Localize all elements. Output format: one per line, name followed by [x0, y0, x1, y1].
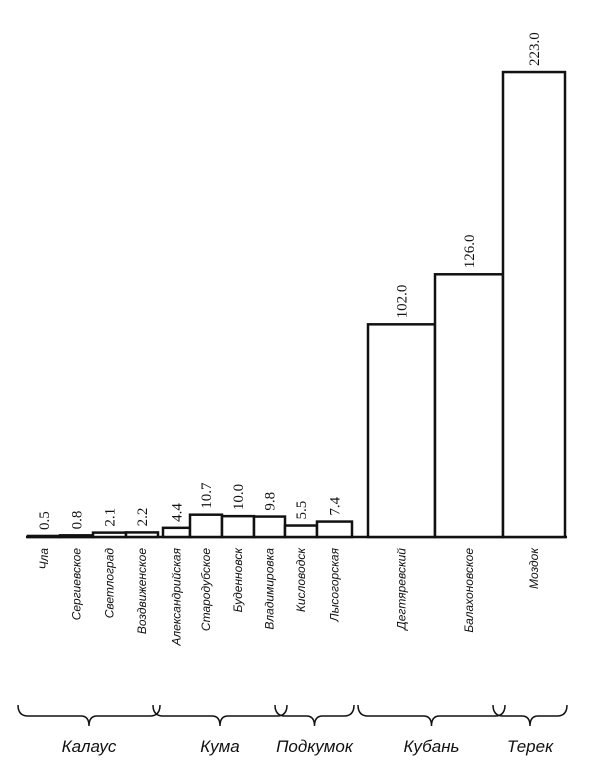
bar	[252, 515, 287, 539]
value-label: 126.0	[462, 235, 478, 269]
value-label: 4.4	[170, 503, 186, 522]
group-label: Кума	[200, 737, 239, 756]
bar	[161, 526, 192, 539]
x-tick-label: Чла	[37, 548, 51, 570]
x-tick-label: Лысогорская	[328, 547, 342, 622]
group-label: Кубань	[403, 737, 459, 756]
x-tick-label: Моздок	[527, 547, 541, 589]
x-tick-label: Кисловодск	[294, 547, 308, 612]
group-label: Терек	[507, 737, 554, 756]
value-label: 0.8	[70, 511, 86, 530]
value-label: 223.0	[527, 32, 543, 66]
x-tick-label: Светлоград	[103, 548, 117, 619]
bar	[26, 534, 62, 539]
group-brace	[152, 704, 288, 727]
bar	[283, 524, 319, 539]
x-tick-label: Буденновск	[231, 547, 245, 613]
bar	[220, 514, 256, 539]
x-tick-label: Стародубское	[199, 548, 213, 631]
x-tick-label: Владимировка	[263, 548, 277, 630]
bar	[58, 534, 95, 539]
bar	[188, 513, 224, 539]
bar	[124, 531, 160, 539]
group-brace	[274, 704, 355, 727]
group-brace	[17, 704, 161, 727]
value-label: 5.5	[294, 501, 310, 520]
bar	[433, 273, 505, 539]
group-brace	[492, 704, 568, 727]
bar	[315, 520, 354, 539]
bar	[501, 70, 567, 539]
x-tick-label: Дегтяревский	[395, 548, 409, 632]
x-tick-label: Сергиевское	[70, 548, 84, 621]
group-label: Подкумок	[276, 737, 354, 756]
bar	[366, 323, 437, 539]
group-label: Калаус	[62, 737, 117, 756]
value-label: 9.8	[263, 492, 279, 511]
x-tick-label: Александрийская	[170, 547, 184, 646]
x-tick-label: Балахоновское	[462, 548, 476, 633]
value-label: 7.4	[328, 496, 344, 515]
value-label: 2.1	[103, 508, 119, 527]
value-label: 2.2	[135, 508, 151, 527]
value-label: 10.7	[199, 482, 215, 509]
value-label: 102.0	[395, 285, 411, 319]
group-brace	[357, 704, 506, 727]
value-label: 0.5	[37, 511, 53, 530]
bar	[91, 531, 128, 539]
x-tick-label: Воздвиженское	[135, 548, 149, 634]
value-label: 10.0	[231, 484, 247, 510]
